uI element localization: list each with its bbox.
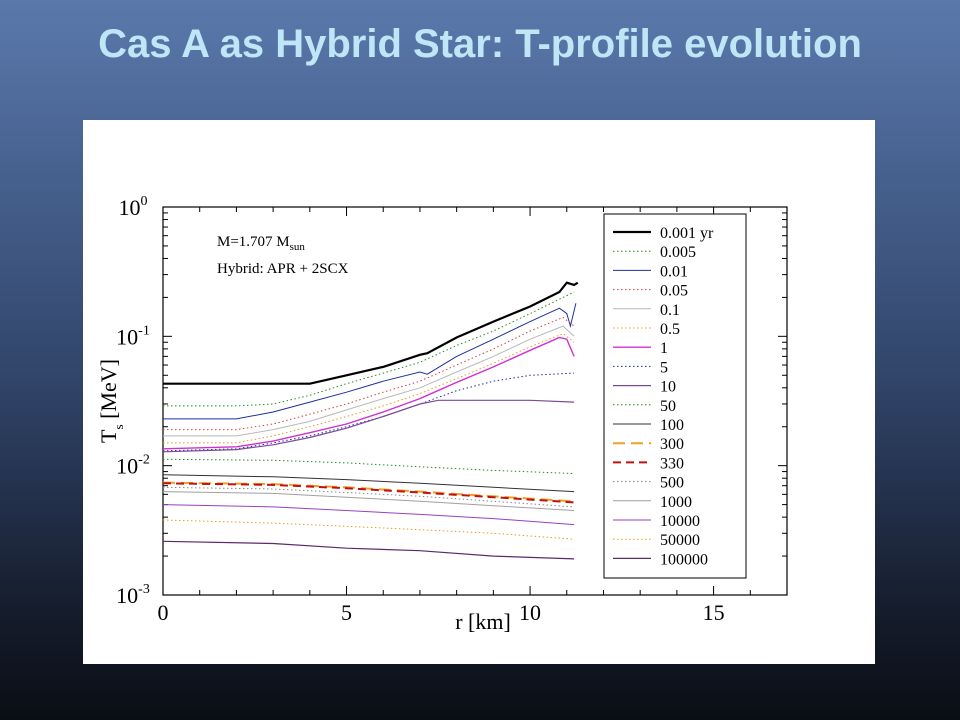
legend-box bbox=[603, 213, 747, 579]
series-layer bbox=[162, 281, 579, 560]
series-line-14 bbox=[162, 491, 575, 511]
svg-text:Ts [MeV]: Ts [MeV] bbox=[96, 359, 126, 443]
series-line-8 bbox=[162, 399, 575, 453]
series-line-7 bbox=[162, 372, 575, 452]
chart-panel: 0 5 10 15 10-3 10-2 10-1 100 r [km] Ts [MeV] M=… bbox=[83, 120, 875, 664]
legend-label-13: 500 bbox=[660, 475, 684, 492]
legend-label-1: 0.005 bbox=[660, 244, 696, 261]
plot-frame bbox=[162, 206, 788, 596]
legend-label-4: 0.1 bbox=[660, 302, 680, 319]
series-line-15 bbox=[162, 504, 575, 526]
series-line-4 bbox=[163, 325, 575, 437]
series-line-6 bbox=[162, 336, 575, 450]
legend-label-12: 330 bbox=[660, 455, 684, 472]
series-line-17 bbox=[162, 540, 575, 560]
series-line-10 bbox=[162, 474, 575, 493]
y-axis-label: Ts [MeV] bbox=[96, 359, 126, 443]
series-line-16 bbox=[162, 519, 575, 540]
y-tick-label: 10-2 bbox=[116, 453, 150, 479]
annotation-model: Hybrid: APR + 2SCX bbox=[217, 261, 349, 277]
y-axis-label-sub: s bbox=[111, 424, 126, 429]
series-line-5 bbox=[163, 333, 575, 444]
x-tick-label: 15 bbox=[703, 600, 725, 625]
series-line-9 bbox=[162, 458, 575, 474]
legend-label-16: 50000 bbox=[660, 532, 700, 549]
series-line-13 bbox=[162, 486, 575, 508]
series-line-0 bbox=[163, 281, 579, 385]
x-axis-label: r [km] bbox=[455, 609, 511, 634]
x-tick-label: 0 bbox=[158, 600, 169, 625]
y-axis-label-unit: [MeV] bbox=[96, 359, 121, 424]
legend-label-11: 300 bbox=[660, 436, 684, 453]
annotation-mass: M=1.707 M bbox=[217, 234, 290, 250]
svg-text:M=1.707 Msun: M=1.707 Msun bbox=[217, 234, 305, 253]
legend-label-0: 0.001 yr bbox=[660, 225, 714, 242]
y-axis-label-main: T bbox=[96, 429, 121, 443]
series-line-12 bbox=[162, 482, 575, 504]
x-tick-label: 5 bbox=[341, 600, 352, 625]
legend-label-3: 0.05 bbox=[660, 283, 688, 300]
legend-label-14: 1000 bbox=[660, 494, 692, 511]
legend-label-9: 50 bbox=[660, 398, 676, 415]
annotation-mass-sub: sun bbox=[290, 241, 306, 253]
y-tick-label: 10-1 bbox=[116, 323, 150, 349]
x-tick-label: 10 bbox=[519, 600, 541, 625]
y-tick-label: 100 bbox=[119, 194, 148, 220]
series-line-3 bbox=[163, 316, 575, 431]
series-line-1 bbox=[163, 291, 575, 407]
series-line-2 bbox=[163, 303, 577, 420]
legend-label-17: 100000 bbox=[660, 551, 708, 568]
legend: 0.001 yr 0.005 0.01 0.05 0.1 0.5 1 5 10 50 100 300 3… bbox=[613, 225, 714, 568]
legend-label-8: 10 bbox=[660, 379, 676, 396]
legend-label-6: 1 bbox=[660, 340, 668, 357]
annotations: M=1.707 Msun Hybrid: APR + 2SCX bbox=[217, 234, 349, 277]
legend-label-15: 10000 bbox=[660, 513, 700, 530]
y-tick-label: 10-3 bbox=[116, 582, 150, 608]
legend-label-2: 0.01 bbox=[660, 263, 688, 280]
slide-title: Cas A as Hybrid Star: T-profile evolutio… bbox=[98, 22, 862, 66]
legend-label-5: 0.5 bbox=[660, 321, 680, 338]
legend-label-7: 5 bbox=[660, 359, 668, 376]
legend-label-10: 100 bbox=[660, 417, 684, 434]
